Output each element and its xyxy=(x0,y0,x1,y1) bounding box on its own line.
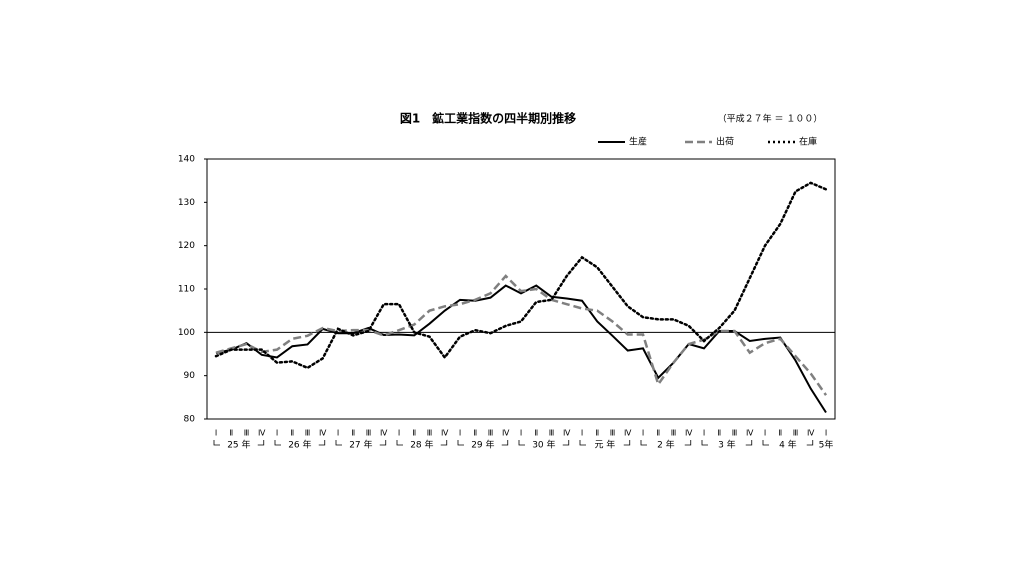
x-tick-label: Ⅳ xyxy=(319,429,327,438)
x-tick-label: Ⅰ xyxy=(215,429,217,438)
x-tick-label: Ⅰ xyxy=(764,429,766,438)
group-bracket xyxy=(701,440,753,446)
legend-label: 出荷 xyxy=(716,136,734,148)
x-tick-label: Ⅳ xyxy=(746,429,754,438)
x-tick-label: Ⅲ xyxy=(244,429,250,438)
x-tick-label: Ⅰ xyxy=(642,429,644,438)
year-label: 4 年 xyxy=(779,439,797,451)
group-bracket xyxy=(762,440,814,446)
group-bracket xyxy=(274,440,326,446)
x-tick-label: Ⅱ xyxy=(412,429,416,438)
plot-frame xyxy=(206,158,836,420)
x-tick-label: Ⅰ xyxy=(581,429,583,438)
x-tick-label: Ⅲ xyxy=(793,429,799,438)
x-tick-label: Ⅰ xyxy=(337,429,339,438)
x-tick-label: Ⅳ xyxy=(441,429,449,438)
x-tick-label: Ⅳ xyxy=(685,429,693,438)
y-tick-label: 100 xyxy=(178,328,195,338)
chart-subtitle: （平成２７年 ＝ １００） xyxy=(718,113,823,125)
series-line xyxy=(215,274,828,396)
y-tick-label: 90 xyxy=(184,371,196,381)
year-label: 2 年 xyxy=(657,439,675,451)
x-tick-label: Ⅱ xyxy=(351,429,355,438)
group-bracket xyxy=(640,440,692,446)
group-bracket xyxy=(457,440,509,446)
chart-title: 図1 鉱工業指数の四半期別推移 xyxy=(400,111,576,126)
x-tick-label: Ⅲ xyxy=(488,429,494,438)
x-tick-label: Ⅲ xyxy=(366,429,372,438)
x-tick-label: Ⅱ xyxy=(717,429,721,438)
year-label: 25 年 xyxy=(227,439,250,451)
group-bracket xyxy=(396,440,448,446)
x-tick-label: Ⅰ xyxy=(398,429,400,438)
x-tick-label: Ⅲ xyxy=(671,429,677,438)
x-tick-label: Ⅲ xyxy=(427,429,433,438)
year-label: 5年 xyxy=(819,439,834,451)
x-tick-label: Ⅲ xyxy=(549,429,555,438)
x-tick-label: Ⅲ xyxy=(732,429,738,438)
year-label: 27 年 xyxy=(349,439,372,451)
year-label: 3 年 xyxy=(718,439,736,451)
x-tick-label: Ⅳ xyxy=(624,429,632,438)
x-tick-label: Ⅱ xyxy=(473,429,477,438)
x-tick-label: Ⅰ xyxy=(520,429,522,438)
group-bracket xyxy=(335,440,387,446)
x-tick-label: Ⅱ xyxy=(290,429,294,438)
x-tick-label: Ⅰ xyxy=(703,429,705,438)
legend-label: 在庫 xyxy=(799,136,817,148)
x-tick-label: Ⅱ xyxy=(534,429,538,438)
year-label: 30 年 xyxy=(532,439,555,451)
x-tick-label: Ⅱ xyxy=(778,429,782,438)
x-tick-label: Ⅳ xyxy=(380,429,388,438)
series-line xyxy=(215,284,827,414)
group-bracket xyxy=(518,440,570,446)
x-tick-label: Ⅳ xyxy=(563,429,571,438)
x-tick-label: Ⅳ xyxy=(502,429,510,438)
x-tick-label: Ⅱ xyxy=(229,429,233,438)
x-tick-label: Ⅳ xyxy=(807,429,815,438)
x-tick-label: Ⅳ xyxy=(258,429,266,438)
x-tick-label: Ⅲ xyxy=(610,429,616,438)
series-line xyxy=(214,181,828,370)
x-tick-label: Ⅰ xyxy=(459,429,461,438)
year-label: 28 年 xyxy=(410,439,433,451)
y-tick-label: 80 xyxy=(184,415,196,425)
y-tick-label: 120 xyxy=(178,241,195,251)
y-tick-label: 110 xyxy=(178,285,195,295)
x-tick-label: Ⅰ xyxy=(825,429,827,438)
x-tick-label: Ⅱ xyxy=(656,429,660,438)
y-tick-label: 140 xyxy=(178,155,195,165)
legend-label: 生産 xyxy=(629,136,647,148)
year-label: 元 年 xyxy=(594,439,615,451)
x-tick-label: Ⅱ xyxy=(595,429,599,438)
y-tick-label: 130 xyxy=(178,198,195,208)
group-bracket xyxy=(579,440,631,446)
group-bracket xyxy=(213,440,265,446)
x-tick-label: Ⅲ xyxy=(305,429,311,438)
x-tick-label: Ⅰ xyxy=(276,429,278,438)
year-label: 26 年 xyxy=(288,439,311,451)
year-label: 29 年 xyxy=(471,439,494,451)
